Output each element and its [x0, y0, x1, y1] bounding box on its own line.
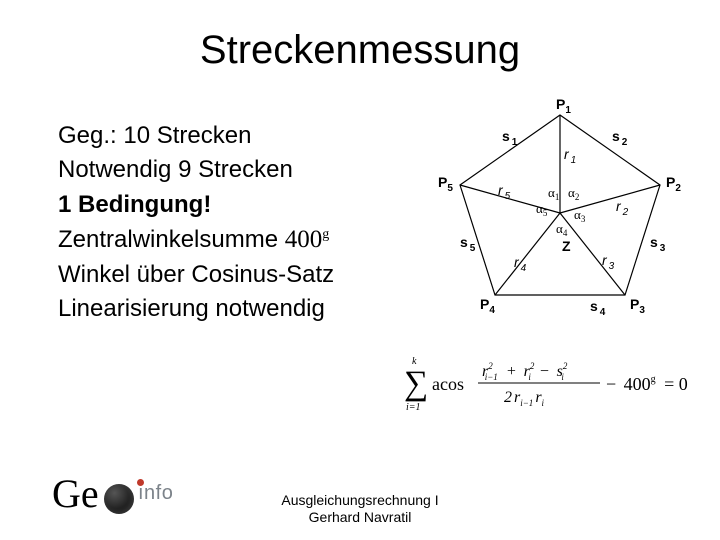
label-r1: r1 [564, 146, 576, 166]
label-z: Z [562, 238, 571, 254]
logo-ge: Ge [52, 470, 99, 517]
label-s2: s2 [612, 128, 628, 148]
spoke-r3 [560, 213, 625, 295]
label-s3: s3 [650, 234, 666, 254]
label-a4: α4 [556, 221, 568, 238]
label-p1: P1 [556, 96, 571, 116]
globe-icon [104, 484, 134, 514]
sigma-low: i=1 [406, 402, 421, 413]
label-p2: P2 [666, 174, 681, 194]
label-a3: α3 [574, 207, 586, 224]
label-a1: α1 [548, 185, 559, 202]
label-p3: P3 [630, 296, 645, 316]
line-1: Geg.: 10 Strecken [58, 120, 398, 152]
body-text: Geg.: 10 Strecken Notwendig 9 Strecken 1… [58, 120, 398, 328]
slide: Streckenmessung Geg.: 10 Strecken Notwen… [0, 0, 720, 540]
line-3: 1 Bedingung! [58, 189, 398, 221]
line-4: Zentralwinkelsumme 400g [58, 223, 398, 257]
label-a5: α5 [536, 201, 548, 218]
label-s5: s5 [460, 234, 476, 254]
logo: Ge ınfo [52, 474, 192, 520]
label-r2: r2 [616, 198, 629, 218]
label-r5: r5 [498, 182, 511, 202]
spoke-r4 [495, 213, 560, 295]
label-s4: s4 [590, 298, 606, 318]
sigma-high: k [412, 356, 417, 367]
sigma: ∑ [404, 365, 428, 402]
slide-title: Streckenmessung [0, 28, 720, 73]
line-5: Winkel über Cosinus-Satz [58, 259, 398, 291]
label-p5: P5 [438, 174, 453, 194]
acos: acos [432, 374, 464, 394]
line-4-value: 400 [285, 226, 323, 253]
label-s1: s1 [502, 128, 518, 148]
formula: ∑ i=1 k acos r2i−1 + r2i − s2i 2ri−1ri −… [400, 350, 710, 420]
pentagon-diagram: P1 P2 P3 P4 P5 s1 s2 s3 s4 s5 r1 r2 r3 r… [430, 95, 690, 325]
line-4-prefix: Zentralwinkelsumme [58, 226, 285, 253]
den: 2ri−1ri [504, 389, 545, 408]
label-a2: α2 [568, 185, 579, 202]
label-p4: P4 [480, 296, 495, 316]
num: r2i−1 + r2i − s2i [482, 361, 568, 384]
tail: − 400g = 0 [606, 366, 688, 394]
line-6: Linearisierung notwendig [58, 293, 398, 325]
line-2: Notwendig 9 Strecken [58, 154, 398, 186]
line-4-sup: g [322, 227, 329, 242]
logo-info: ınfo [138, 482, 173, 505]
